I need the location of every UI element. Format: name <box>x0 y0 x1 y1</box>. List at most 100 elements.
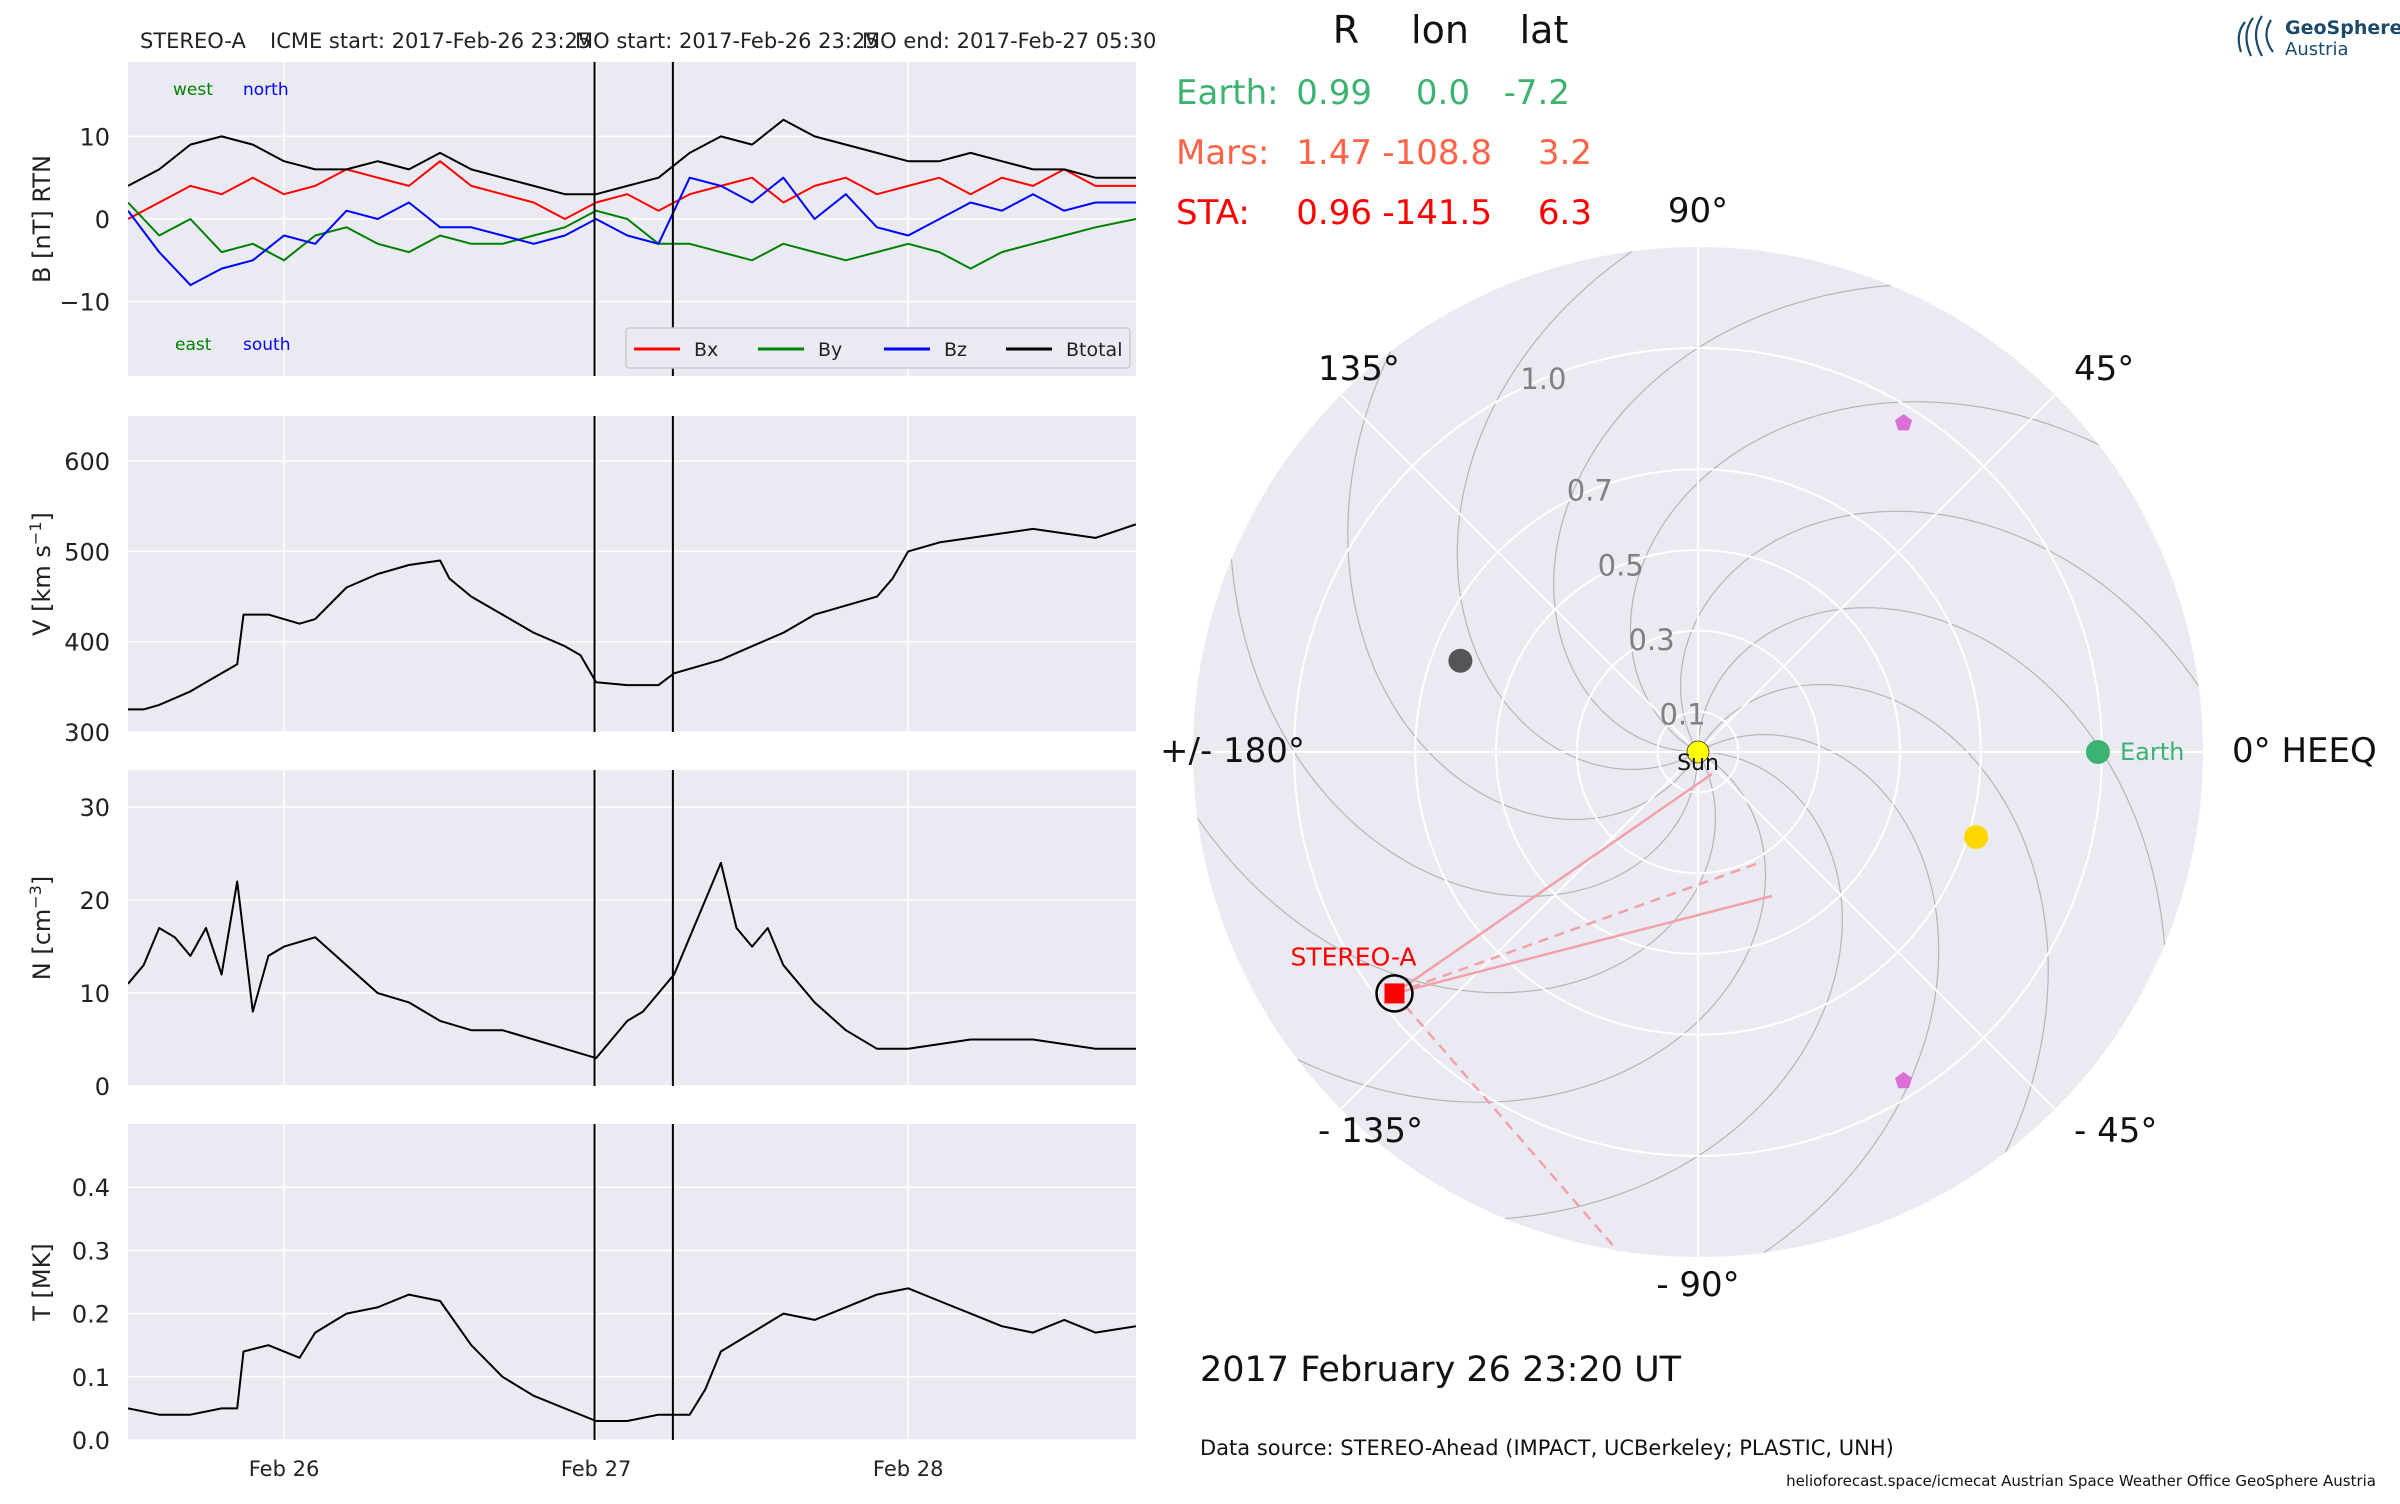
sta-ring <box>1375 974 1414 1013</box>
legend-by-label: By <box>818 339 842 361</box>
angle-label: 135° <box>1318 349 1400 389</box>
earth-row-lat: -7.2 <box>1504 73 1570 113</box>
data-source: Data source: STEREO-Ahead (IMPACT, UCBer… <box>1200 1436 1894 1460</box>
north-label: north <box>243 80 289 100</box>
angle-label: 0° HEEQ <box>2232 731 2377 771</box>
sta-fov-line <box>1393 992 1624 1257</box>
mo-end-text: MO end: 2017-Feb-27 05:30 <box>862 29 1156 53</box>
panel-background <box>128 1124 1136 1440</box>
geosphere-logo-icon <box>2237 15 2274 57</box>
parker-spirals <box>1196 250 2200 1254</box>
mars-marker <box>1448 648 1473 673</box>
sta-row-label: STA: <box>1176 193 1250 233</box>
series-btotal-line <box>128 118 1136 196</box>
logo-name: GeoSphere <box>2285 17 2400 39</box>
timestamp: 2017 February 26 23:20 UT <box>1200 1350 1682 1390</box>
positions-table: R lon lat Earth: 0.99 0.0 -7.2 Mars: 1.4… <box>1176 8 1592 233</box>
pentagon-marker <box>1895 414 1913 431</box>
series-by-line <box>128 201 1136 270</box>
sta-fov-lines <box>1393 772 1773 1257</box>
x-tick-label: Feb 28 <box>873 1457 944 1481</box>
earth-row-lon: 0.0 <box>1416 73 1470 113</box>
spiral-line <box>1697 607 2166 946</box>
series-bz-line <box>128 176 1136 287</box>
earth-label: Earth <box>2120 738 2184 766</box>
y-tick-label: 300 <box>64 719 110 747</box>
y-tick-label: 0.3 <box>72 1237 110 1265</box>
venus-marker <box>1964 825 1989 850</box>
y-tick-label: 0.1 <box>72 1364 110 1392</box>
angle-label: - 135° <box>1318 1111 1423 1151</box>
mars-row-lat: 3.2 <box>1538 133 1592 173</box>
y-tick-label: 0.2 <box>72 1301 110 1329</box>
col-header-lon: lon <box>1411 8 1469 52</box>
angular-gridline <box>1340 751 1699 1110</box>
spiral-line <box>1679 510 2200 753</box>
sta-fov-line <box>1393 772 1713 995</box>
y-tick-label: 20 <box>79 887 110 915</box>
angular-gridline <box>1697 751 2056 1110</box>
legend-btotal-label: Btotal <box>1066 339 1122 361</box>
east-label: east <box>175 335 212 355</box>
radial-tick-label: 1.0 <box>1520 362 1566 396</box>
mo-start-text: MO start: 2017-Feb-26 23:25 <box>575 29 879 53</box>
y-tick-label: 500 <box>64 538 110 566</box>
sta-fov-line <box>1394 862 1757 995</box>
sta-row-lat: 6.3 <box>1538 193 1592 233</box>
mars-row-label: Mars: <box>1176 133 1269 173</box>
y-tick-label: 600 <box>64 448 110 476</box>
mars-row-r: 1.47 <box>1296 133 1372 173</box>
earth-row-label: Earth: <box>1176 73 1279 113</box>
radial-tick-label: 0.3 <box>1629 623 1675 657</box>
series-t-line <box>128 1287 1136 1422</box>
icme-start-text: ICME start: 2017-Feb-26 23:25 <box>270 29 591 53</box>
pentagon-marker <box>1895 1071 1913 1089</box>
legend-bx-label: Bx <box>694 339 718 361</box>
sun-marker <box>1686 740 1710 764</box>
spacecraft-title: STEREO-A <box>140 29 247 53</box>
y-axis-label: N [cm−3] <box>26 876 57 981</box>
y-tick-label: 0.4 <box>72 1174 110 1202</box>
spiral-line <box>1629 401 2099 753</box>
b-legend: Bx By Bz Btotal <box>625 327 1131 369</box>
legend-box <box>625 327 1131 369</box>
angle-label: 90° <box>1668 191 1728 231</box>
angle-label: - 90° <box>1656 1265 1739 1305</box>
radial-tick-label: 0.1 <box>1659 698 1705 732</box>
panel-background <box>128 416 1136 732</box>
radial-tick-label: 0.7 <box>1567 474 1613 508</box>
y-tick-label: 0 <box>95 206 110 234</box>
spiral-line <box>1697 733 1940 1254</box>
y-tick-label: 30 <box>79 794 110 822</box>
y-tick-label: 10 <box>79 980 110 1008</box>
spiral-line <box>1196 751 1717 994</box>
y-axis-label: T [MK] <box>28 1243 56 1321</box>
sta-row-r: 0.96 <box>1296 193 1372 233</box>
series-v-line <box>128 523 1136 711</box>
time-series-panels: −10 0 10 B [nT] RTN 300 400 500 600 V [km s−1] 0 1… <box>26 62 1136 1481</box>
panel-2: 300 400 500 600 V [km s−1] <box>26 416 1136 747</box>
geosphere-logo: GeoSphere Austria <box>2237 15 2400 60</box>
x-tick-label: Feb 27 <box>561 1457 632 1481</box>
y-tick-label: 400 <box>64 629 110 657</box>
polar-plot: 0.1 0.3 0.5 0.7 1.0 Sun Earth STEREO-A 0° HEEQ 45… <box>1160 191 2377 1305</box>
panel-4: 0.0 0.1 0.2 0.3 0.4 T [MK] Feb 26 Feb 27 Feb 28 <box>28 1124 1136 1481</box>
spiral-line <box>1347 351 1699 821</box>
y-tick-label: 0 <box>95 1073 110 1101</box>
y-axis-label: V [km s−1] <box>26 512 57 636</box>
spiral-line <box>1297 751 1767 1103</box>
y-tick-label: 0.0 <box>72 1427 110 1455</box>
west-label: west <box>173 80 213 100</box>
sun-label: Sun <box>1677 751 1719 776</box>
series-bx-line <box>128 160 1136 220</box>
earth-marker <box>2085 740 2110 764</box>
panel-1: −10 0 10 B [nT] RTN <box>28 62 1136 376</box>
x-tick-label: Feb 26 <box>249 1457 320 1481</box>
sta-marker <box>1384 983 1405 1004</box>
spiral-line <box>1456 250 1699 771</box>
y-tick-label: 10 <box>79 123 110 151</box>
angle-label: +/- 180° <box>1160 731 1305 771</box>
angular-gridline <box>1340 394 1699 753</box>
